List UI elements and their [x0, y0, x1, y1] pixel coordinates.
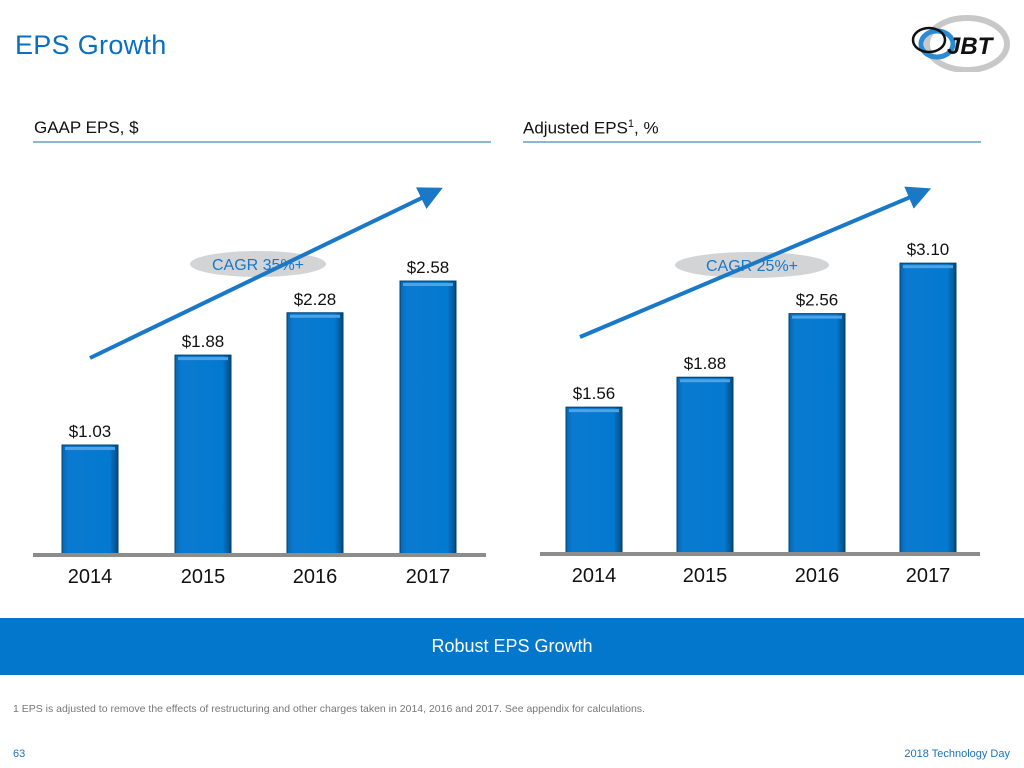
- data-label: $2.58: [407, 258, 450, 277]
- left-title-rule: [33, 141, 491, 143]
- page-number: 63: [13, 748, 26, 760]
- bar-2017: [899, 262, 957, 554]
- x-tick-label: 2014: [572, 565, 617, 587]
- cagr-oval: [190, 251, 326, 277]
- x-tick-label: 2016: [293, 566, 338, 588]
- bar-highlight: [569, 409, 619, 413]
- growth-arrow-icon: [89, 187, 443, 360]
- eps-charts: $1.03 2014 $1.88 2015 $2.28 2016 $2.58 2017 CAGR…: [33, 186, 980, 588]
- bar-highlight: [403, 283, 453, 287]
- event-name: 2018 Technology Day: [904, 748, 1010, 760]
- left-chart-title-text: GAAP EPS, $: [34, 118, 139, 137]
- x-tick-label: 2016: [795, 565, 840, 587]
- bar-2014: [565, 406, 623, 554]
- x-tick-label: 2015: [683, 565, 728, 587]
- bar-2016: [286, 312, 344, 555]
- logo-text: JBT: [947, 33, 995, 60]
- jbt-logo: JBT: [911, 15, 1010, 72]
- right-chart-title-suffix: , %: [634, 118, 659, 138]
- bar-2015: [174, 354, 232, 555]
- left-chart-title: GAAP EPS, $: [34, 118, 139, 138]
- x-tick-label: 2017: [406, 566, 451, 588]
- logo-gray-ring: [924, 15, 1010, 72]
- bar-highlight: [178, 357, 228, 361]
- summary-banner: Robust EPS Growth: [0, 618, 1024, 675]
- data-label: $2.56: [796, 291, 839, 310]
- data-label: $3.10: [907, 240, 950, 259]
- banner-text: Robust EPS Growth: [431, 636, 593, 656]
- bar-2014: [61, 444, 119, 555]
- data-label: $1.56: [573, 384, 616, 403]
- bar-highlight: [290, 314, 340, 318]
- right-chart-title-text: Adjusted EPS: [523, 118, 628, 138]
- bar-highlight: [792, 315, 842, 319]
- data-label: $1.03: [69, 422, 112, 441]
- x-tick-label: 2014: [68, 566, 113, 588]
- growth-arrow-icon: [579, 186, 932, 339]
- data-label: $1.88: [684, 354, 727, 373]
- logo-black-ring: [911, 26, 947, 54]
- right-title-rule: [523, 141, 981, 143]
- bar-highlight: [903, 265, 953, 269]
- cagr-annotation: CAGR 35%+: [212, 257, 304, 274]
- bar-highlight: [65, 447, 115, 451]
- adjusted-eps-chart: $1.56 2014 $1.88 2015 $2.56 2016 $3.10 2017 CAGR…: [540, 186, 980, 587]
- gaap-eps-chart: $1.03 2014 $1.88 2015 $2.28 2016 $2.58 2017 CAGR…: [33, 187, 486, 588]
- data-label: $1.88: [182, 332, 225, 351]
- bar-2015: [676, 376, 734, 554]
- x-tick-label: 2015: [181, 566, 226, 588]
- x-tick-label: 2017: [906, 565, 951, 587]
- data-label: $2.28: [294, 290, 337, 309]
- right-chart-title: Adjusted EPS1, %: [523, 118, 659, 139]
- slide-title: EPS Growth: [15, 30, 167, 60]
- footnote: 1 EPS is adjusted to remove the effects …: [13, 703, 645, 715]
- footnote-marker: 1: [627, 118, 635, 130]
- cagr-annotation: CAGR 25%+: [706, 258, 798, 275]
- bar-2017: [399, 280, 457, 555]
- bar-highlight: [680, 379, 730, 383]
- logo-blue-ring: [918, 28, 956, 60]
- bar-2016: [788, 313, 846, 554]
